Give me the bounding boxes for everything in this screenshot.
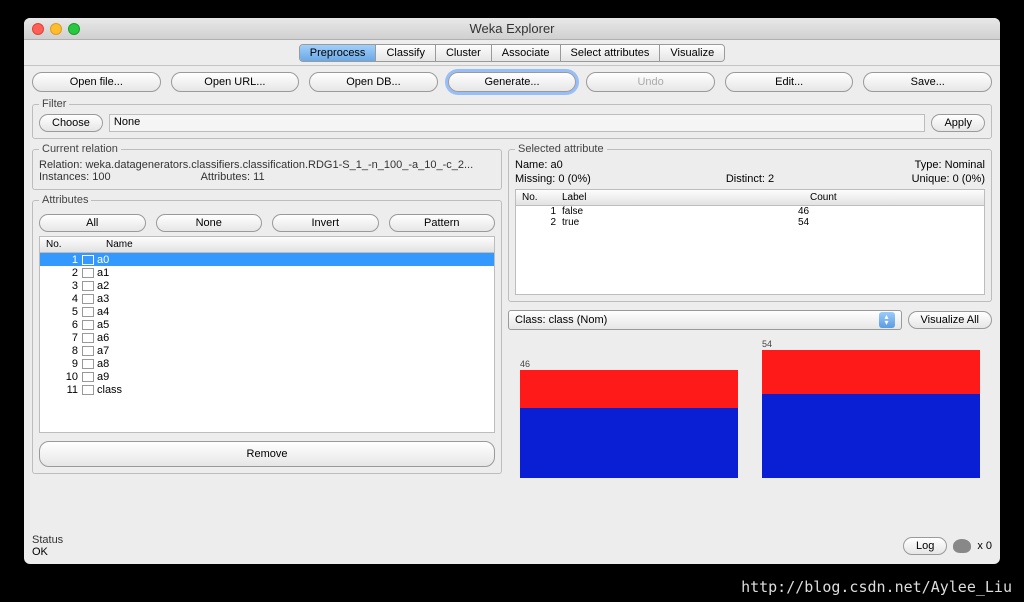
checkbox[interactable] xyxy=(82,346,94,356)
checkbox[interactable] xyxy=(82,333,94,343)
app-window: Weka Explorer PreprocessClassifyClusterA… xyxy=(24,18,1000,564)
attr-row[interactable]: 2a1 xyxy=(40,266,494,279)
attr-row[interactable]: 3a2 xyxy=(40,279,494,292)
attributes-legend: Attributes xyxy=(39,194,91,206)
edit-button[interactable]: Edit... xyxy=(725,72,854,92)
status-count: x 0 xyxy=(977,540,992,552)
dist-hdr-count: Count xyxy=(804,190,984,205)
attributes-panel: Attributes All None Invert Pattern No. N… xyxy=(32,194,502,474)
relation-value: weka.datagenerators.classifiers.classifi… xyxy=(85,159,473,171)
tab-bar: PreprocessClassifyClusterAssociateSelect… xyxy=(24,40,1000,66)
relation-panel: Current relation Relation: weka.datagene… xyxy=(32,143,502,190)
attr-row[interactable]: 8a7 xyxy=(40,344,494,357)
attr-row[interactable]: 11class xyxy=(40,383,494,396)
titlebar: Weka Explorer xyxy=(24,18,1000,40)
tab-cluster[interactable]: Cluster xyxy=(436,45,492,61)
checkbox[interactable] xyxy=(82,281,94,291)
filter-legend: Filter xyxy=(39,98,69,110)
log-button[interactable]: Log xyxy=(903,537,947,555)
sel-distinct-label: Distinct: xyxy=(726,173,765,185)
selected-legend: Selected attribute xyxy=(515,143,607,155)
attr-row[interactable]: 5a4 xyxy=(40,305,494,318)
attr-row[interactable]: 4a3 xyxy=(40,292,494,305)
relation-label: Relation: xyxy=(39,159,82,171)
relation-legend: Current relation xyxy=(39,143,121,155)
checkbox[interactable] xyxy=(82,372,94,382)
attrs-hdr-no: No. xyxy=(40,237,82,252)
checkbox[interactable] xyxy=(82,255,94,265)
save-button[interactable]: Save... xyxy=(863,72,992,92)
generate-button[interactable]: Generate... xyxy=(448,72,577,92)
dist-hdr-no: No. xyxy=(516,190,556,205)
checkbox[interactable] xyxy=(82,307,94,317)
instances-label: Instances: xyxy=(39,171,89,183)
sel-missing-label: Missing: xyxy=(515,173,555,185)
status-bar: Status OK Log x 0 xyxy=(32,534,992,558)
open-url-button[interactable]: Open URL... xyxy=(171,72,300,92)
weka-bird-icon xyxy=(953,539,971,553)
histogram-bar: 54 xyxy=(762,339,980,478)
attrs-label: Attributes: xyxy=(201,171,251,183)
tab-select-attributes[interactable]: Select attributes xyxy=(561,45,661,61)
watermark: http://blog.csdn.net/Aylee_Liu xyxy=(741,578,1012,596)
sel-missing: 0 (0%) xyxy=(558,173,590,185)
undo-button[interactable]: Undo xyxy=(586,72,715,92)
sel-distinct: 2 xyxy=(768,173,774,185)
instances-value: 100 xyxy=(92,171,110,183)
dist-row: 1false46 xyxy=(516,206,984,217)
selected-panel: Selected attribute Name: a0 Type: Nomina… xyxy=(508,143,992,302)
attrs-none-button[interactable]: None xyxy=(156,214,263,232)
window-title: Weka Explorer xyxy=(24,21,1000,36)
histogram-bar: 46 xyxy=(520,359,738,478)
dropdown-icon: ▴▾ xyxy=(879,312,895,328)
status-text: OK xyxy=(32,546,903,558)
toolbar: Open file... Open URL... Open DB... Gene… xyxy=(32,72,992,92)
histogram-chart: 4654 xyxy=(508,334,992,478)
sel-type-label: Type: xyxy=(915,159,942,171)
tab-visualize[interactable]: Visualize xyxy=(660,45,724,61)
visualize-all-button[interactable]: Visualize All xyxy=(908,311,993,329)
filter-value[interactable]: None xyxy=(109,114,926,132)
tab-associate[interactable]: Associate xyxy=(492,45,561,61)
checkbox[interactable] xyxy=(82,359,94,369)
filter-apply-button[interactable]: Apply xyxy=(931,114,985,132)
checkbox[interactable] xyxy=(82,294,94,304)
sel-type: Nominal xyxy=(945,159,985,171)
attrs-hdr-name: Name xyxy=(100,237,139,252)
dist-hdr-label: Label xyxy=(556,190,804,205)
checkbox[interactable] xyxy=(82,320,94,330)
class-combo-label: Class: class (Nom) xyxy=(515,314,607,326)
sel-unique-label: Unique: xyxy=(912,173,950,185)
sel-name-label: Name: xyxy=(515,159,547,171)
attrs-all-button[interactable]: All xyxy=(39,214,146,232)
status-label: Status xyxy=(32,534,897,546)
dist-row: 2true54 xyxy=(516,217,984,228)
checkbox[interactable] xyxy=(82,268,94,278)
sel-name: a0 xyxy=(550,159,562,171)
attr-row[interactable]: 9a8 xyxy=(40,357,494,370)
filter-panel: Filter Choose None Apply xyxy=(32,98,992,139)
open-file-button[interactable]: Open file... xyxy=(32,72,161,92)
attrs-pattern-button[interactable]: Pattern xyxy=(389,214,496,232)
attributes-list[interactable]: 1a02a13a24a35a46a57a68a79a810a911class xyxy=(39,253,495,433)
open-db-button[interactable]: Open DB... xyxy=(309,72,438,92)
tab-classify[interactable]: Classify xyxy=(376,45,436,61)
remove-button[interactable]: Remove xyxy=(39,441,495,467)
attrs-value: 11 xyxy=(253,171,264,183)
attr-row[interactable]: 10a9 xyxy=(40,370,494,383)
attrs-invert-button[interactable]: Invert xyxy=(272,214,379,232)
attr-row[interactable]: 1a0 xyxy=(40,253,494,266)
attr-row[interactable]: 7a6 xyxy=(40,331,494,344)
attr-row[interactable]: 6a5 xyxy=(40,318,494,331)
tab-preprocess[interactable]: Preprocess xyxy=(300,45,377,61)
filter-choose-button[interactable]: Choose xyxy=(39,114,103,132)
class-combo[interactable]: Class: class (Nom) ▴▾ xyxy=(508,310,902,330)
sel-unique: 0 (0%) xyxy=(953,173,985,185)
checkbox[interactable] xyxy=(82,385,94,395)
